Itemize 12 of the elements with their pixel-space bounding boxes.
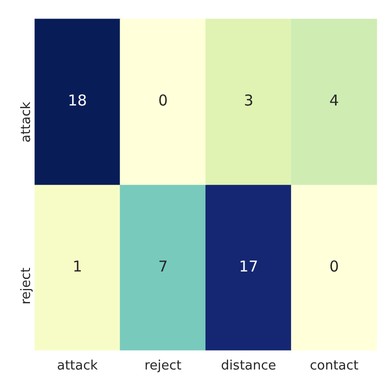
data-label: 0 [158, 92, 168, 110]
data-label: 18 [68, 92, 87, 110]
data-label: 7 [158, 257, 168, 276]
data-label: 0 [329, 257, 339, 276]
data-label: 17 [239, 257, 258, 276]
data-label: 3 [244, 92, 254, 110]
data-label: 1 [72, 257, 82, 276]
x-tick-label: reject [144, 358, 182, 374]
data-label: 4 [329, 92, 339, 110]
x-tick-label: attack [56, 358, 98, 374]
x-tick-label: distance [221, 358, 276, 374]
x-tick-label: contact [310, 358, 359, 374]
